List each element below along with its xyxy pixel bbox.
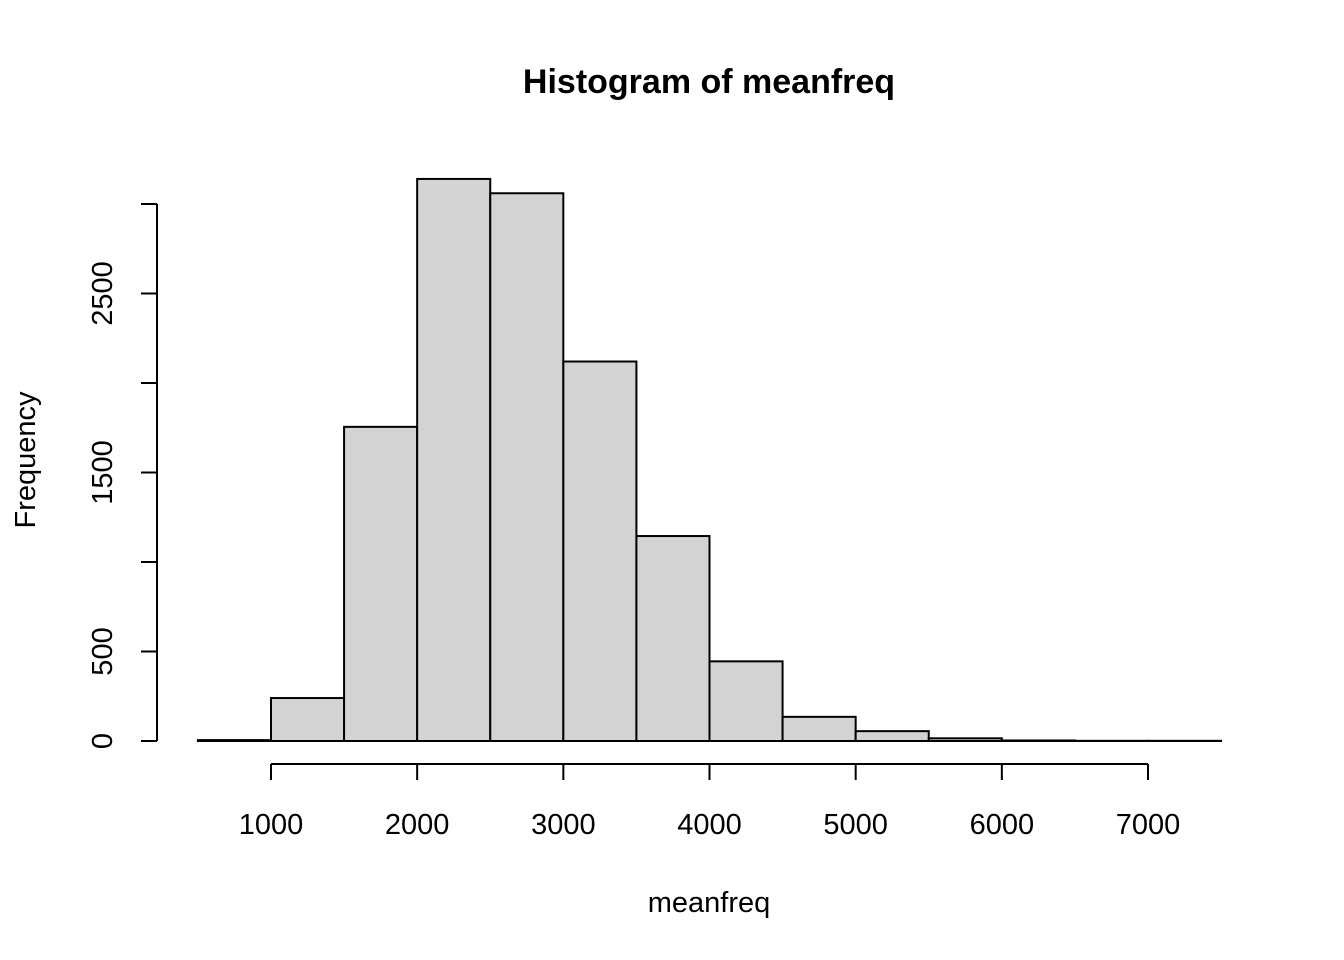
- y-tick-label: 500: [87, 627, 119, 675]
- histogram-bar: [708, 660, 784, 742]
- histogram-bar: [781, 715, 857, 743]
- y-axis-label: Frequency: [10, 391, 42, 529]
- x-tick-label: 4000: [677, 809, 742, 841]
- histogram-bar: [343, 425, 419, 742]
- bars-group: [196, 177, 1223, 743]
- histogram-bar: [635, 535, 711, 742]
- x-tick-label: 2000: [385, 809, 450, 841]
- x-tick-label: 3000: [531, 809, 596, 841]
- histogram-bar: [562, 360, 638, 742]
- histogram-bar: [854, 730, 930, 743]
- x-tick-label: 1000: [239, 809, 304, 841]
- histogram-bar: [489, 192, 565, 742]
- chart-title: Histogram of meanfreq: [523, 63, 895, 101]
- x-tick-label: 7000: [1116, 809, 1181, 841]
- x-tick-label: 5000: [823, 809, 888, 841]
- x-tick-label: 6000: [970, 809, 1035, 841]
- x-axis-label: meanfreq: [648, 887, 771, 919]
- y-axis: 0 500 1500 2500: [87, 203, 158, 749]
- x-axis: 1000 2000 3000 4000 5000 6000 7000: [239, 763, 1181, 841]
- y-tick-label: 0: [87, 733, 119, 749]
- histogram-bar: [416, 177, 492, 742]
- y-tick-label: 2500: [87, 261, 119, 326]
- y-tick-label: 1500: [87, 440, 119, 505]
- histogram-bar: [270, 697, 346, 742]
